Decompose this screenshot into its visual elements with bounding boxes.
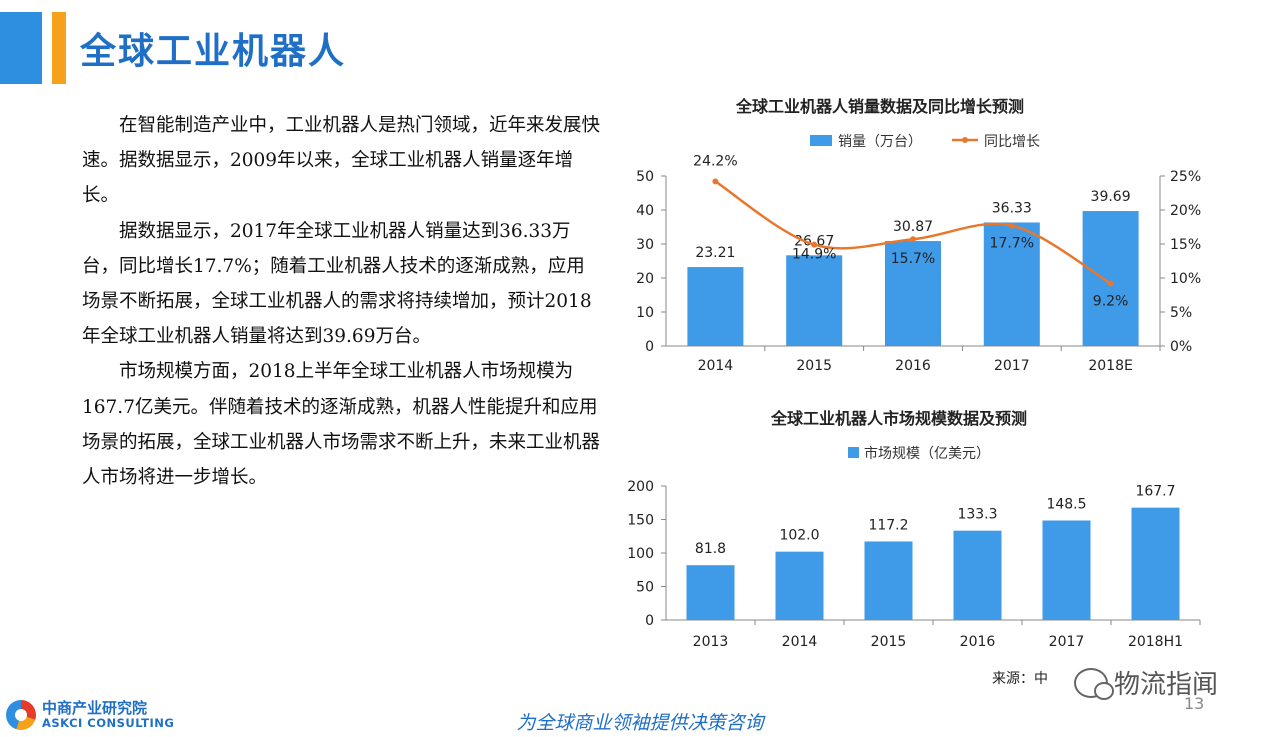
y2-tick-label: 15% [1170, 237, 1201, 253]
paragraph-1-rest: 近年来发展快速。据数据显示，2009年以来，全球工业机器人销量逐年增长。 [82, 115, 601, 207]
growth-label: 15.7% [891, 251, 935, 267]
page-number: 13 [1184, 694, 1205, 713]
growth-label: 14.9% [792, 247, 836, 263]
market-bar-label: 167.7 [1135, 484, 1175, 500]
y-tick-label: 0 [645, 613, 654, 629]
y-tick-label: 20 [636, 271, 654, 287]
logo-en: ASKCI CONSULTING [42, 716, 175, 730]
paragraph-2: 据数据显示，2017年全球工业机器人销量达到36.33万台，同比增长17.7%；… [82, 214, 602, 355]
paragraph-3-rest: 场规模为167.7亿美元。伴随着技术的逐渐成熟，机器人性能提升和应用场景的拓展，… [82, 361, 601, 489]
growth-label: 9.2% [1093, 293, 1129, 309]
y-tick-label: 30 [636, 237, 654, 253]
growth-point [712, 178, 719, 185]
sales-chart: 全球工业机器人销量数据及同比增长预测 销量（万台） 同比增长 0 10 20 30 40 50 0… [620, 88, 1220, 388]
x-tick-label: 2018E [1088, 358, 1132, 374]
y-tick-label: 100 [627, 546, 654, 562]
growth-point [811, 241, 818, 248]
y2-tick-label: 20% [1170, 203, 1201, 219]
x-tick-label: 2016 [895, 358, 931, 374]
market-bar [953, 530, 1002, 620]
sales-bar [1082, 211, 1139, 346]
source-note: 来源：中 [992, 671, 1048, 687]
x-tick-label: 2016 [960, 634, 996, 650]
x-tick-label: 2014 [698, 358, 734, 374]
sales-bar [786, 255, 843, 346]
y-tick-label: 50 [636, 580, 654, 596]
company-logo: 中商产业研究院 ASKCI CONSULTING [6, 700, 174, 730]
market-bar-label: 117.2 [868, 517, 908, 533]
paragraph-3: 市场规模方面，2018上半年全球工业机器人市场规模为167.7亿美元。伴随着技术… [82, 354, 602, 495]
growth-point [1008, 222, 1015, 229]
paragraph-1: 在智能制造产业中，工业机器人是热门领域，近年来发展快速。据数据显示，2009年以… [82, 108, 602, 214]
market-bar [1042, 520, 1091, 620]
y-tick-label: 150 [627, 513, 654, 529]
paragraph-2-rest: 36.33万台，同比增长17.7%；随着工业机器人技术的逐渐成熟，应用场景不断拓… [82, 220, 592, 348]
sales-bar-label: 23.21 [695, 245, 735, 261]
sales-bar [983, 222, 1040, 346]
page-title: 全球工业机器人 [80, 31, 347, 72]
logo-cn: 中商产业研究院 [42, 699, 148, 717]
market-size-chart: 全球工业机器人市场规模数据及预测市场规模（亿美元） 0 50 100 150 200 201… [620, 400, 1220, 660]
sales-bar-label: 36.33 [992, 200, 1032, 216]
x-tick-label: 2018H1 [1128, 634, 1183, 650]
watermark: 物流指闻 [1074, 664, 1218, 701]
legend-label-bar: 市场规模（亿美元） [864, 445, 990, 462]
y-tick-label: 0 [645, 339, 654, 355]
y-tick-label: 200 [627, 479, 654, 495]
sales-bar [885, 241, 941, 346]
y-tick-label: 40 [636, 203, 654, 219]
growth-point [910, 236, 916, 243]
sales-bar-label: 39.69 [1091, 189, 1131, 205]
y2-tick-label: 25% [1170, 169, 1201, 185]
market-bar-label: 133.3 [957, 507, 997, 523]
y-tick-label: 10 [636, 305, 654, 321]
logo-mark-icon [6, 700, 36, 730]
market-bar-label: 81.8 [695, 541, 726, 557]
sales-bar [687, 267, 744, 346]
y-tick-label: 50 [636, 169, 654, 185]
legend-label-bar: 销量（万台） [838, 134, 922, 150]
chart-title: 全球工业机器人销量数据及同比增长预测 [735, 97, 1024, 116]
y2-tick-label: 5% [1170, 305, 1192, 321]
market-bar-label: 148.5 [1046, 497, 1086, 513]
legend-swatch-bar [848, 447, 859, 458]
x-tick-label: 2015 [871, 634, 907, 650]
x-tick-label: 2017 [1049, 634, 1085, 650]
x-tick-label: 2017 [994, 358, 1030, 374]
footer-tagline: 为全球商业领袖提供决策咨询 [516, 712, 764, 734]
market-bar [864, 541, 913, 620]
legend-swatch-bar [810, 135, 832, 146]
sales-bar-label: 26.67 [794, 233, 834, 249]
y2-tick-label: 0% [1170, 339, 1192, 355]
x-tick-label: 2013 [693, 634, 729, 650]
market-bar [775, 551, 824, 620]
market-bar-label: 102.0 [779, 528, 819, 544]
body-text: 在智能制造产业中，工业机器人是热门领域，近年来发展快速。据数据显示，2009年以… [82, 108, 602, 495]
legend-label-line: 同比增长 [984, 134, 1040, 150]
market-bar [686, 565, 735, 620]
growth-label: 17.7% [990, 236, 1034, 252]
growth-point [1107, 280, 1114, 287]
wechat-icon [1074, 667, 1114, 700]
x-tick-label: 2014 [782, 634, 818, 650]
logo-text: 中商产业研究院 ASKCI CONSULTING [42, 700, 174, 730]
paragraph-1-first: 在智能制造产业中，工业机器人是热门领域， [119, 115, 490, 136]
paragraph-3-first: 市场规模方面，2018上半年全球工业机器人市 [119, 361, 500, 383]
x-tick-label: 2015 [796, 358, 832, 374]
header-accent-orange [52, 12, 66, 84]
legend-swatch-marker [962, 137, 968, 143]
header-accent-blue [0, 12, 42, 84]
market-bar [1131, 507, 1180, 620]
growth-label: 24.2% [693, 153, 737, 169]
chart-title: 全球工业机器人市场规模数据及预测 [770, 409, 1027, 428]
paragraph-2-first: 据数据显示，2017年全球工业机器人销量达到 [119, 220, 500, 242]
sales-bar-label: 30.87 [893, 219, 933, 235]
watermark-text: 物流指闻 [1114, 670, 1219, 700]
y2-tick-label: 10% [1170, 271, 1201, 287]
